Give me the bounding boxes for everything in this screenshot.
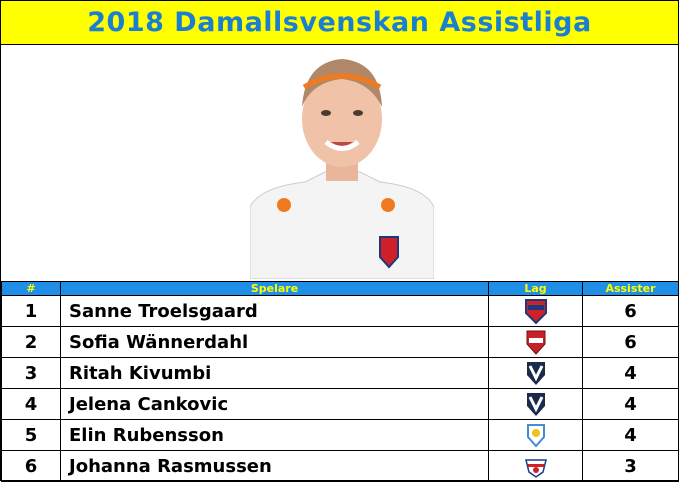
team-logo <box>526 393 545 416</box>
assists-cell: 3 <box>582 450 679 482</box>
team-logo <box>526 330 545 355</box>
table-row: 4 Jelena Cankovic 4 <box>1 388 679 420</box>
assists-cell: 4 <box>582 357 679 389</box>
player-cell: Sanne Troelsgaard <box>60 295 489 327</box>
rank-cell: 3 <box>1 357 61 389</box>
team-logo <box>526 362 545 385</box>
team-cell <box>488 326 583 358</box>
assists-cell: 6 <box>582 326 679 358</box>
team-cell <box>488 357 583 389</box>
table-row: 2 Sofia Wännerdahl 6 <box>1 326 679 358</box>
team-logo <box>526 424 545 448</box>
table-row: 3 Ritah Kivumbi 4 <box>1 357 679 389</box>
table-row: 5 Elin Rubensson 4 <box>1 419 679 451</box>
photo-image <box>250 47 434 279</box>
rank-cell: 5 <box>1 419 61 451</box>
player-photo <box>1 45 678 281</box>
column-header: Spelare <box>60 281 489 296</box>
player-cell: Ritah Kivumbi <box>60 357 489 389</box>
assists-cell: 4 <box>582 419 679 451</box>
column-header: # <box>1 281 61 296</box>
player-cell: Elin Rubensson <box>60 419 489 451</box>
team-cell <box>488 295 583 327</box>
team-cell <box>488 388 583 420</box>
rank-cell: 6 <box>1 450 61 482</box>
team-logo <box>524 459 547 478</box>
player-cell: Jelena Cankovic <box>60 388 489 420</box>
title: 2018 Damallsvenskan Assistliga <box>1 1 678 45</box>
assist-table: # Spelare Lag Assister 1 Sanne Troelsgaar… <box>1 281 679 482</box>
player-cell: Johanna Rasmussen <box>60 450 489 482</box>
team-cell <box>488 450 583 482</box>
assists-cell: 4 <box>582 388 679 420</box>
table-row: 1 Sanne Troelsgaard 6 <box>1 295 679 327</box>
column-header: Lag <box>488 281 583 296</box>
team-logo <box>524 299 547 325</box>
team-cell <box>488 419 583 451</box>
rank-cell: 4 <box>1 388 61 420</box>
rank-cell: 2 <box>1 326 61 358</box>
assists-cell: 6 <box>582 295 679 327</box>
column-header: Assister <box>582 281 679 296</box>
table-row: 6 Johanna Rasmussen 3 <box>1 450 679 482</box>
player-cell: Sofia Wännerdahl <box>60 326 489 358</box>
rank-cell: 1 <box>1 295 61 327</box>
header-row: # Spelare Lag Assister <box>1 281 679 296</box>
